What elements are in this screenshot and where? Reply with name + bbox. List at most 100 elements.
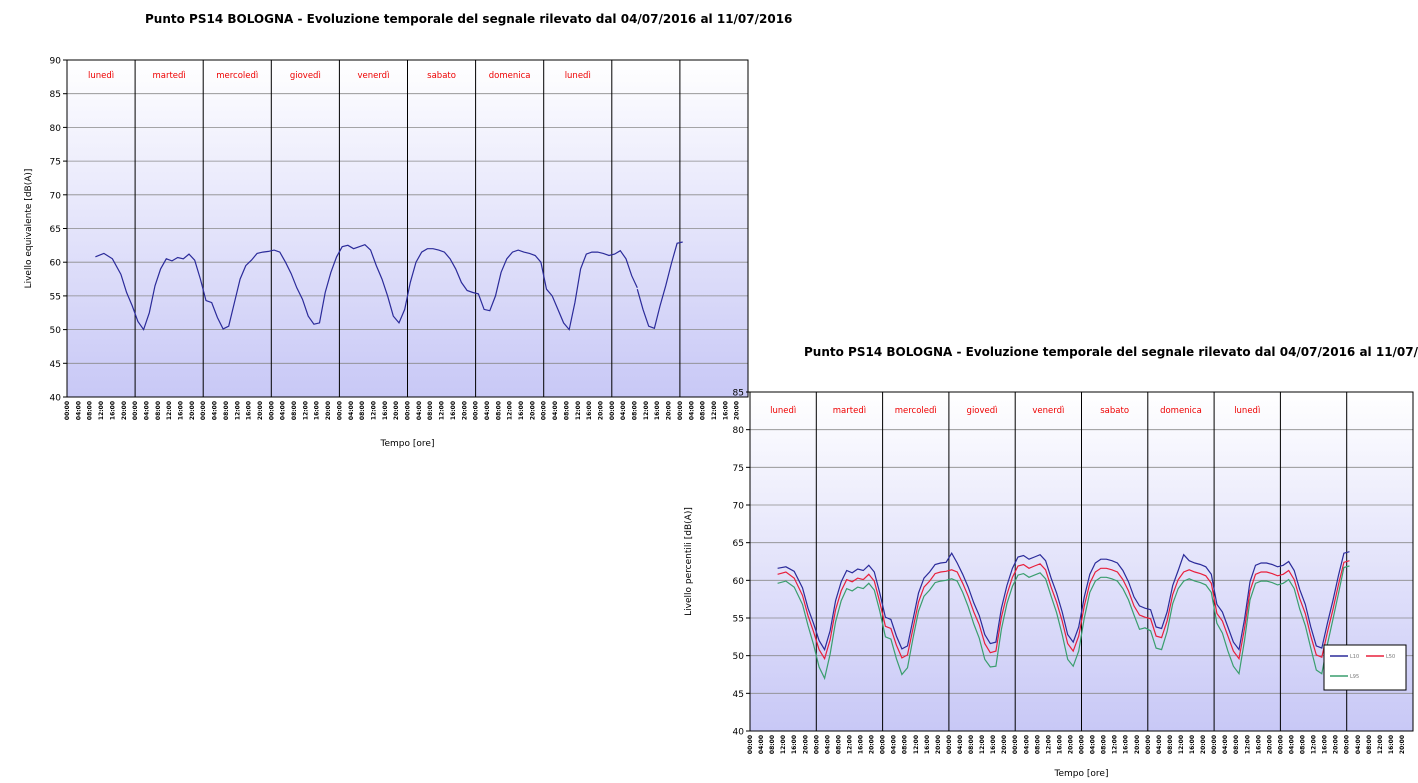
- x-tick-label: 12:00: [507, 401, 514, 420]
- x-tick-label: 04:00: [484, 401, 491, 420]
- x-tick-label: 04:00: [1222, 735, 1229, 754]
- x-tick-label: 16:00: [924, 735, 931, 754]
- day-label: venerdì: [1032, 406, 1064, 416]
- x-tick-label: 12:00: [711, 401, 718, 420]
- y-tick-label: 65: [733, 539, 744, 549]
- y-tick-label: 60: [733, 577, 745, 587]
- x-tick-label: 20:00: [935, 735, 942, 754]
- x-tick-label: 20:00: [1001, 735, 1008, 754]
- y-tick-label: 40: [733, 728, 745, 738]
- x-tick-label: 04:00: [1090, 735, 1097, 754]
- y-tick-label: 85: [733, 389, 744, 399]
- x-tick-label: 20:00: [597, 401, 604, 420]
- x-tick-label: 08:00: [700, 401, 707, 420]
- chart-title: Punto PS14 BOLOGNA - Evoluzione temporal…: [804, 345, 1418, 359]
- x-tick-label: 12:00: [1045, 735, 1052, 754]
- x-tick-label: 08:00: [769, 735, 776, 754]
- x-tick-label: 20:00: [393, 401, 400, 420]
- day-label: venerdì: [357, 71, 389, 81]
- day-label: mercoledì: [895, 406, 937, 416]
- x-tick-label: 04:00: [620, 401, 627, 420]
- x-tick-label: 00:00: [64, 401, 71, 420]
- x-tick-label: 00:00: [946, 735, 953, 754]
- x-tick-label: 16:00: [1388, 735, 1395, 754]
- day-label: giovedì: [967, 406, 998, 416]
- x-tick-label: 20:00: [1134, 735, 1141, 754]
- y-tick-label: 80: [733, 426, 745, 436]
- y-tick-label: 75: [733, 464, 744, 474]
- x-tick-label: 08:00: [1300, 735, 1307, 754]
- x-tick-label: 08:00: [1167, 735, 1174, 754]
- x-tick-label: 08:00: [835, 735, 842, 754]
- x-tick-label: 08:00: [427, 401, 434, 420]
- plot-frame: [66, 59, 749, 398]
- chart-percentile-level: Punto PS14 BOLOGNA - Evoluzione temporal…: [680, 335, 1418, 783]
- plot-frame: [749, 391, 1414, 732]
- x-tick-label: 16:00: [518, 401, 525, 420]
- x-tick-label: 08:00: [87, 401, 94, 420]
- x-tick-label: 04:00: [552, 401, 559, 420]
- x-tick-label: 16:00: [178, 401, 185, 420]
- x-tick-label: 00:00: [1344, 735, 1351, 754]
- x-tick-label: 12:00: [979, 735, 986, 754]
- y-axis-label: Livello percentili [dB(A)]: [684, 507, 694, 616]
- y-tick-label: 40: [50, 394, 62, 404]
- day-label: lunedì: [1234, 406, 1260, 416]
- day-label: sabato: [1100, 406, 1129, 416]
- y-tick-label: 85: [50, 90, 61, 100]
- x-tick-label: 08:00: [632, 401, 639, 420]
- series-line-L50: [777, 560, 1350, 661]
- x-tick-label: 20:00: [1200, 735, 1207, 754]
- x-tick-label: 00:00: [268, 401, 275, 420]
- x-tick-label: 16:00: [1056, 735, 1063, 754]
- x-tick-label: 16:00: [1322, 735, 1329, 754]
- x-tick-label: 16:00: [109, 401, 116, 420]
- x-tick-label: 08:00: [902, 735, 909, 754]
- x-tick-label: 00:00: [200, 401, 207, 420]
- y-tick-label: 70: [50, 191, 62, 201]
- x-tick-label: 12:00: [1311, 735, 1318, 754]
- day-label: lunedì: [770, 406, 796, 416]
- y-tick-label: 65: [50, 225, 61, 235]
- x-tick-label: 20:00: [1067, 735, 1074, 754]
- x-tick-label: 04:00: [957, 735, 964, 754]
- x-tick-label: 12:00: [234, 401, 241, 420]
- y-tick-label: 60: [50, 259, 62, 269]
- x-tick-label: 08:00: [1366, 735, 1373, 754]
- x-tick-label: 00:00: [813, 735, 820, 754]
- x-tick-label: 16:00: [990, 735, 997, 754]
- x-tick-label: 08:00: [1233, 735, 1240, 754]
- x-tick-label: 04:00: [212, 401, 219, 420]
- x-tick-label: 20:00: [189, 401, 196, 420]
- y-tick-label: 50: [733, 652, 745, 662]
- legend-label: L10: [1350, 654, 1359, 660]
- x-tick-label: 04:00: [824, 735, 831, 754]
- legend-box: [1323, 644, 1407, 691]
- day-label: lunedì: [565, 71, 591, 81]
- x-tick-label: 12:00: [302, 401, 309, 420]
- day-label: martedì: [152, 71, 185, 81]
- x-tick-label: 12:00: [846, 735, 853, 754]
- x-tick-label: 20:00: [1399, 735, 1406, 754]
- x-tick-label: 08:00: [968, 735, 975, 754]
- x-tick-label: 16:00: [246, 401, 253, 420]
- x-tick-label: 12:00: [370, 401, 377, 420]
- x-tick-label: 00:00: [132, 401, 139, 420]
- x-tick-label: 08:00: [359, 401, 366, 420]
- y-tick-label: 90: [50, 57, 62, 67]
- x-tick-label: 20:00: [1266, 735, 1273, 754]
- x-tick-label: 16:00: [654, 401, 661, 420]
- x-tick-label: 04:00: [143, 401, 150, 420]
- day-label: domenica: [489, 71, 531, 81]
- x-tick-label: 16:00: [722, 401, 729, 420]
- x-tick-label: 20:00: [1333, 735, 1340, 754]
- day-label: sabato: [427, 71, 456, 81]
- series-line: [636, 241, 683, 330]
- day-label: martedì: [833, 406, 866, 416]
- x-tick-label: 16:00: [586, 401, 593, 420]
- x-tick-label: 08:00: [155, 401, 162, 420]
- series-line: [95, 244, 638, 331]
- y-tick-label: 55: [733, 615, 744, 625]
- day-label: domenica: [1160, 406, 1202, 416]
- x-tick-label: 20:00: [529, 401, 536, 420]
